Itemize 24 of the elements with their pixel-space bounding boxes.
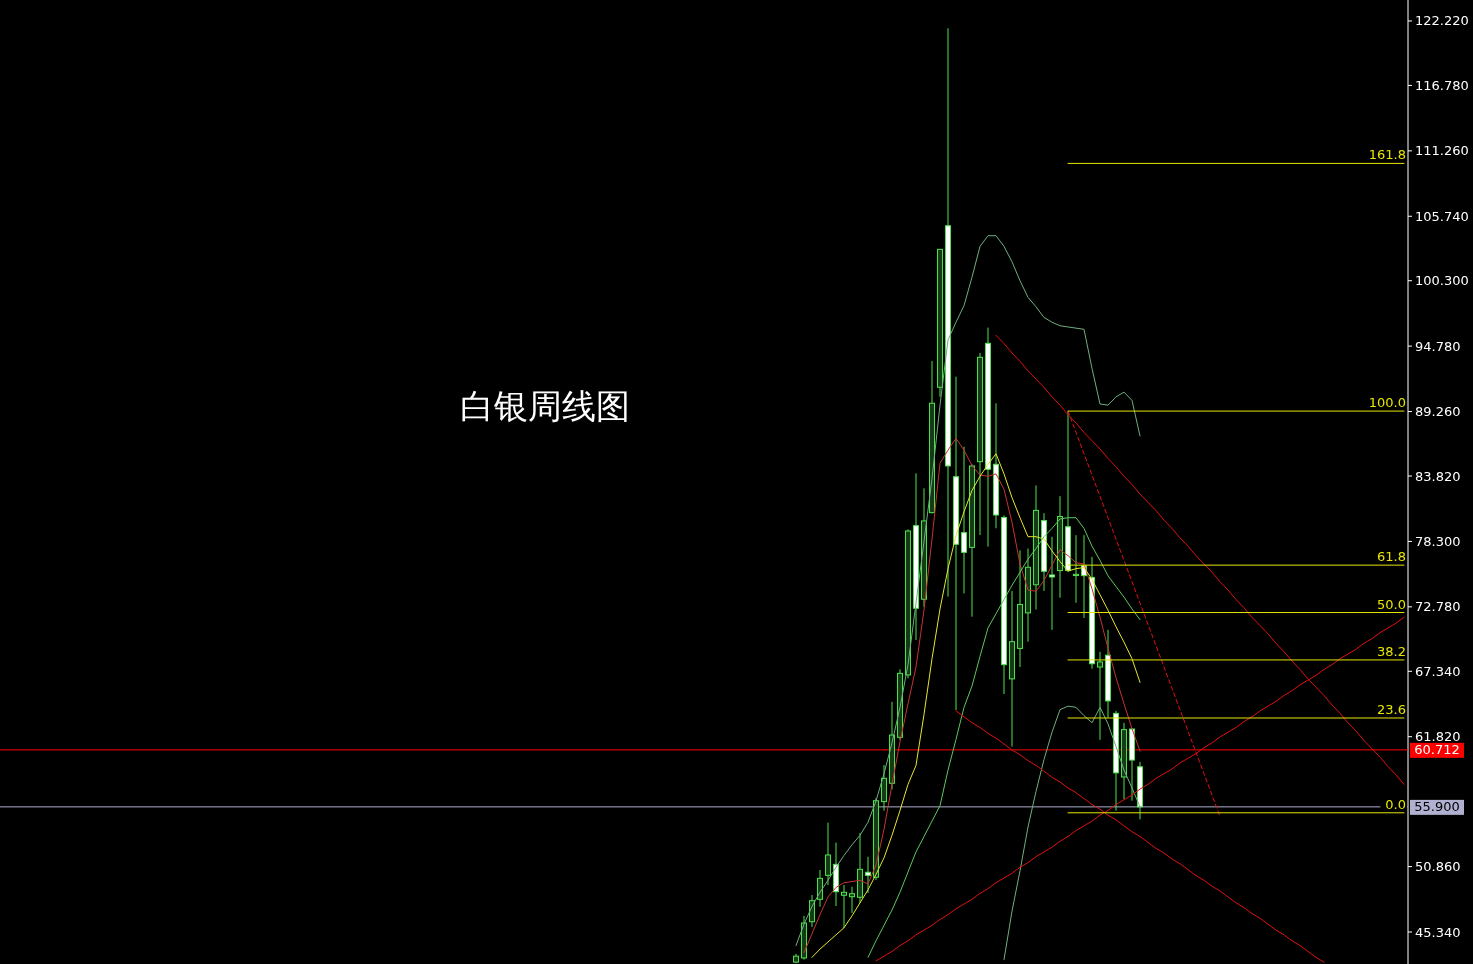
series-label: 38.2 bbox=[1377, 643, 1406, 659]
series-label: 161.8 bbox=[1368, 147, 1406, 163]
y-tick-label: 72.780 bbox=[1415, 599, 1461, 615]
series-label: 100.0 bbox=[1368, 395, 1406, 411]
y-tick-label: 67.340 bbox=[1415, 663, 1461, 679]
ref-line-label: 60.712 bbox=[1414, 742, 1460, 758]
y-tick-label: 116.780 bbox=[1415, 77, 1469, 93]
y-tick-label: 94.780 bbox=[1415, 338, 1461, 354]
ref-line-label: 55.900 bbox=[1414, 799, 1460, 815]
title: 白银周线图 bbox=[460, 386, 630, 426]
y-tick-label: 100.300 bbox=[1415, 273, 1469, 289]
y-tick-label: 83.820 bbox=[1415, 468, 1461, 484]
y-tick-label: 111.260 bbox=[1415, 143, 1469, 159]
y-tick-label: 78.300 bbox=[1415, 533, 1461, 549]
series-label: 50.0 bbox=[1377, 596, 1406, 612]
series-label: 61.8 bbox=[1377, 549, 1406, 565]
y-tick-label: 61.820 bbox=[1415, 729, 1461, 745]
y-tick-label: 50.860 bbox=[1415, 859, 1461, 875]
series-label: 0.0 bbox=[1385, 796, 1406, 812]
series-label: 23.6 bbox=[1377, 701, 1406, 717]
y-tick-label: 105.740 bbox=[1415, 208, 1469, 224]
y-tick-label: 89.260 bbox=[1415, 404, 1461, 420]
y-tick-label: 122.220 bbox=[1415, 13, 1469, 29]
y-tick-label: 45.340 bbox=[1415, 924, 1461, 940]
